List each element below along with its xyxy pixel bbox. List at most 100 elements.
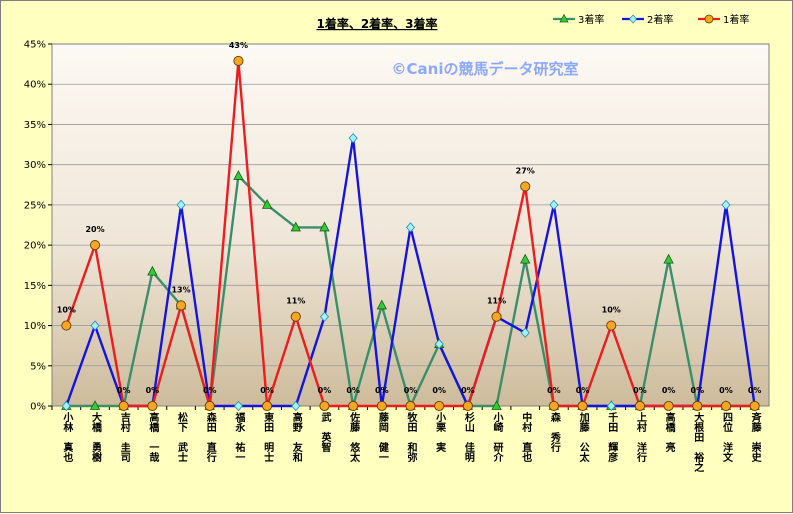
x-tick-label: 上村 洋行 bbox=[634, 411, 647, 463]
data-labels: 10% 20% 0% 0% 13% 0% 43% 0% 11% 0% 0% 0% 0% 0% 0% 11% 27… bbox=[57, 41, 762, 395]
data-point bbox=[376, 400, 387, 412]
data-point bbox=[291, 400, 301, 412]
data-point bbox=[434, 400, 445, 412]
x-tick-label: 千田 輝彦 bbox=[606, 411, 618, 463]
y-axis: 0% 5% 10% 15% 20% 25% 30% 35% 40% 45% bbox=[24, 40, 52, 413]
data-point bbox=[90, 320, 100, 331]
data-point bbox=[147, 400, 158, 412]
legend-label: 1着率 bbox=[723, 13, 749, 26]
x-axis: 小林 真也 大橋 勇樹 吉村 圭司 高橋 一哉 松下 武士 森田 直行 福永 祐一 東田 明士… bbox=[51, 406, 761, 473]
data-point bbox=[233, 400, 243, 412]
data-point bbox=[376, 299, 387, 310]
data-point bbox=[61, 400, 71, 412]
y-tick-label: 0% bbox=[30, 402, 46, 413]
data-label: 20% bbox=[85, 225, 104, 234]
data-label: 0% bbox=[146, 386, 160, 395]
x-tick-label: 高橋 亮 bbox=[663, 411, 675, 453]
x-tick-label: 小崎 研介 bbox=[491, 411, 504, 462]
x-tick-label: 森 秀行 bbox=[548, 411, 561, 453]
data-label: 0% bbox=[404, 386, 418, 395]
x-tick-label: 牧田 和弥 bbox=[405, 411, 418, 463]
data-label: 11% bbox=[487, 297, 506, 306]
y-tick-label: 10% bbox=[24, 321, 46, 332]
x-tick-label: 杉山 佳明 bbox=[462, 411, 474, 463]
data-point bbox=[434, 338, 444, 350]
data-point bbox=[89, 400, 101, 410]
data-label: 0% bbox=[662, 386, 676, 395]
x-tick-label: 大橋 勇樹 bbox=[90, 411, 102, 463]
data-label: 10% bbox=[602, 306, 621, 315]
y-tick-label: 15% bbox=[24, 281, 46, 292]
data-point bbox=[262, 400, 273, 412]
x-tick-label: 四位 洋文 bbox=[720, 412, 732, 463]
data-label: 0% bbox=[576, 386, 590, 395]
data-point bbox=[692, 400, 703, 412]
y-tick-label: 45% bbox=[24, 40, 46, 51]
data-label: 43% bbox=[229, 41, 248, 50]
data-point bbox=[749, 400, 760, 412]
data-point bbox=[663, 253, 674, 264]
data-point bbox=[462, 400, 473, 412]
x-tick-label: 武 英智 bbox=[319, 411, 332, 453]
data-point bbox=[549, 199, 559, 210]
data-point bbox=[520, 253, 531, 264]
gridlines bbox=[52, 83, 769, 367]
data-point bbox=[720, 400, 732, 412]
data-label: 0% bbox=[547, 386, 561, 395]
data-point bbox=[348, 133, 358, 144]
data-point bbox=[233, 170, 244, 180]
x-tick-label: 高橋 一哉 bbox=[147, 411, 159, 463]
y-tick-label: 30% bbox=[24, 160, 46, 171]
x-tick-label: 中村 直也 bbox=[520, 411, 532, 462]
data-point bbox=[176, 300, 187, 311]
data-label: 0% bbox=[719, 386, 733, 395]
x-tick-label: 東田 明士 bbox=[262, 411, 274, 462]
y-tick-label: 5% bbox=[30, 361, 46, 372]
data-point bbox=[147, 265, 158, 276]
y-tick-label: 40% bbox=[24, 80, 46, 91]
x-tick-label: 小林 真也 bbox=[61, 411, 74, 462]
data-label: 13% bbox=[171, 285, 190, 294]
data-point bbox=[606, 320, 617, 331]
chart-title: 1着率、2着率、3着率 bbox=[316, 16, 437, 31]
x-tick-label: 大根田 裕之 bbox=[692, 411, 705, 473]
series-group bbox=[61, 55, 760, 412]
data-point bbox=[577, 400, 588, 412]
x-tick-label: 小栗 実 bbox=[434, 411, 447, 453]
data-label: 0% bbox=[260, 386, 274, 395]
data-point bbox=[491, 311, 502, 322]
x-tick-label: 松下 武士 bbox=[176, 411, 188, 462]
data-point bbox=[204, 400, 215, 412]
x-tick-label: 吉村 圭司 bbox=[118, 411, 130, 463]
data-point bbox=[491, 400, 502, 410]
x-tick-label: 福永 祐一 bbox=[233, 411, 246, 462]
data-point bbox=[61, 320, 72, 331]
data-point bbox=[405, 400, 416, 412]
data-point bbox=[663, 400, 674, 412]
legend: 3着率 2着率 1着率 bbox=[553, 13, 749, 26]
data-label: 0% bbox=[318, 386, 332, 395]
data-label: 27% bbox=[516, 166, 535, 175]
data-point bbox=[319, 400, 330, 412]
data-label: 0% bbox=[691, 386, 705, 395]
data-label: 0% bbox=[432, 386, 446, 395]
data-point bbox=[319, 311, 329, 322]
data-label: 0% bbox=[461, 386, 475, 395]
y-tick-label: 20% bbox=[24, 241, 46, 252]
y-tick-label: 25% bbox=[24, 200, 46, 211]
data-point bbox=[548, 400, 559, 412]
x-tick-label: 佐藤 悠太 bbox=[348, 411, 361, 463]
legend-label: 3着率 bbox=[578, 13, 604, 26]
x-tick-label: 高野 友和 bbox=[290, 411, 303, 463]
x-tick-label: 森田 直行 bbox=[204, 411, 217, 463]
data-point bbox=[319, 221, 330, 232]
x-tick-label: 斉藤 崇史 bbox=[749, 411, 761, 463]
data-point bbox=[261, 199, 273, 209]
x-tick-label: 藤岡 健一 bbox=[376, 411, 388, 462]
legend-marker bbox=[704, 14, 714, 24]
legend-label: 2着率 bbox=[647, 13, 673, 26]
legend-marker bbox=[559, 13, 569, 23]
data-point bbox=[405, 222, 416, 233]
